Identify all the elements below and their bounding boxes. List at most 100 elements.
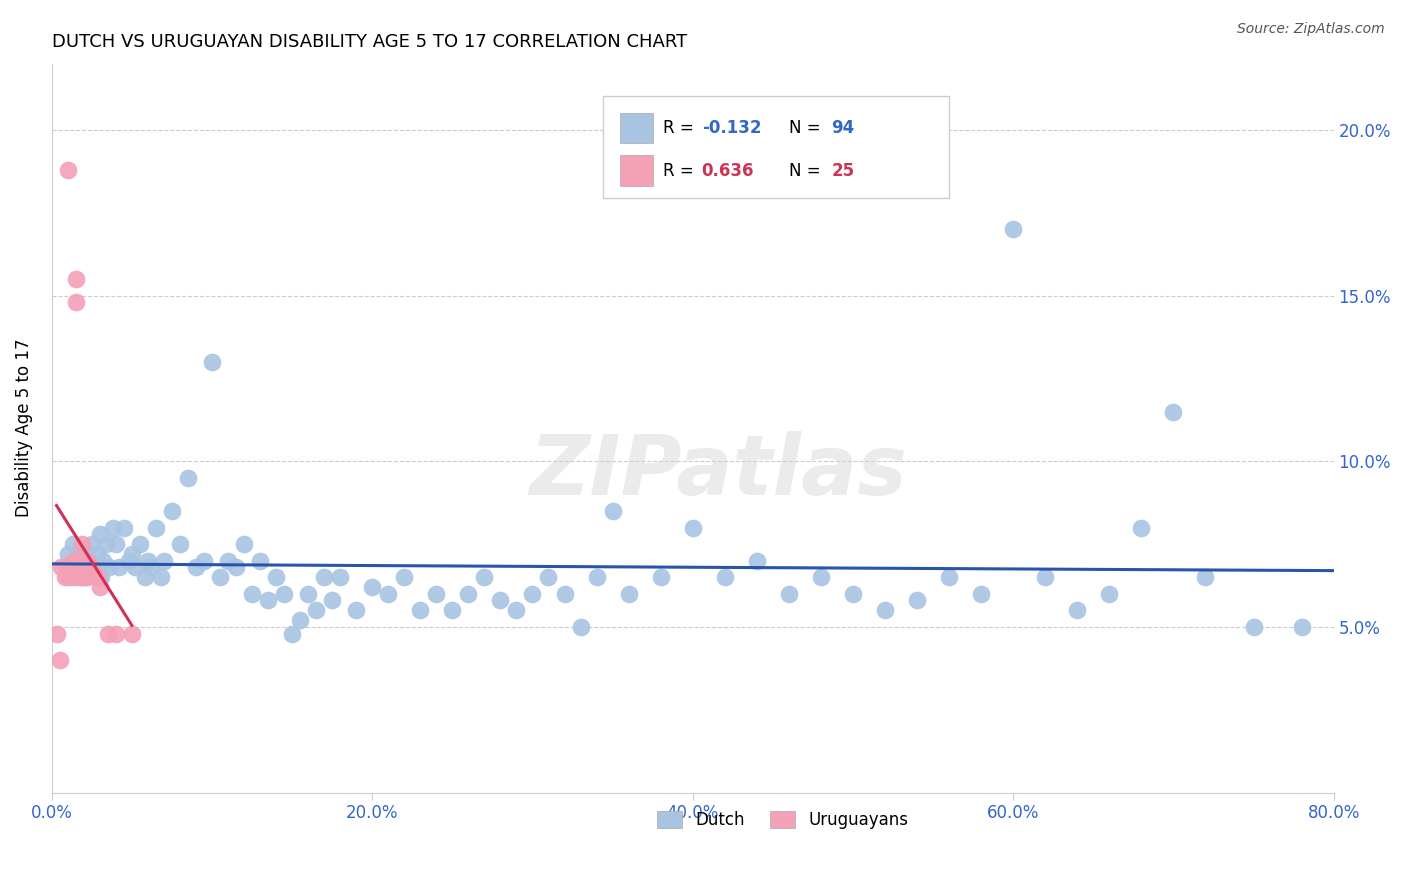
Point — [217, 554, 239, 568]
Point — [121, 626, 143, 640]
FancyBboxPatch shape — [620, 155, 652, 186]
Point — [82, 560, 104, 574]
Text: 25: 25 — [831, 161, 855, 179]
Point — [208, 570, 231, 584]
Point — [569, 620, 592, 634]
Point — [522, 587, 544, 601]
Point — [314, 570, 336, 584]
Point — [89, 580, 111, 594]
Point — [474, 570, 496, 584]
Point — [281, 626, 304, 640]
Point — [778, 587, 800, 601]
Point — [810, 570, 832, 584]
Point — [489, 593, 512, 607]
Point — [76, 554, 98, 568]
Point — [537, 570, 560, 584]
Point — [76, 570, 98, 584]
Point — [713, 570, 735, 584]
Point — [257, 593, 280, 607]
Point — [65, 295, 87, 310]
Point — [65, 272, 87, 286]
Point — [149, 570, 172, 584]
Point — [240, 587, 263, 601]
Point — [59, 560, 82, 574]
Point — [361, 580, 384, 594]
Text: Source: ZipAtlas.com: Source: ZipAtlas.com — [1237, 22, 1385, 37]
Point — [56, 547, 79, 561]
Point — [91, 554, 114, 568]
Point — [77, 554, 100, 568]
Point — [63, 570, 86, 584]
Point — [121, 547, 143, 561]
Point — [457, 587, 479, 601]
Point — [45, 626, 67, 640]
Point — [69, 570, 91, 584]
Point — [58, 570, 80, 584]
Point — [66, 560, 89, 574]
Point — [96, 537, 118, 551]
Point — [1033, 570, 1056, 584]
Point — [321, 593, 343, 607]
Point — [650, 570, 672, 584]
Point — [617, 587, 640, 601]
Point — [70, 554, 93, 568]
Point — [112, 520, 135, 534]
Point — [90, 570, 112, 584]
Point — [842, 587, 865, 601]
Point — [65, 554, 87, 568]
Text: -0.132: -0.132 — [702, 119, 761, 137]
Point — [905, 593, 928, 607]
Point — [86, 570, 108, 584]
Point — [225, 560, 247, 574]
Point — [73, 560, 96, 574]
Y-axis label: Disability Age 5 to 17: Disability Age 5 to 17 — [15, 339, 32, 517]
Point — [305, 603, 328, 617]
Point — [1291, 620, 1313, 634]
Point — [425, 587, 447, 601]
Point — [193, 554, 215, 568]
Point — [108, 560, 131, 574]
Point — [98, 560, 121, 574]
Point — [62, 554, 84, 568]
Point — [139, 560, 162, 574]
Point — [288, 613, 311, 627]
Point — [104, 537, 127, 551]
Point — [62, 537, 84, 551]
Text: 94: 94 — [831, 119, 855, 137]
Point — [56, 162, 79, 177]
Point — [1098, 587, 1121, 601]
Point — [51, 560, 73, 574]
Point — [184, 560, 207, 574]
FancyBboxPatch shape — [603, 96, 949, 198]
Point — [80, 537, 103, 551]
Point — [585, 570, 607, 584]
Point — [873, 603, 896, 617]
Point — [938, 570, 960, 584]
Text: N =: N = — [789, 119, 825, 137]
Point — [136, 554, 159, 568]
Point — [97, 626, 120, 640]
Point — [124, 560, 146, 574]
Point — [394, 570, 416, 584]
Point — [67, 547, 90, 561]
Point — [89, 527, 111, 541]
Point — [118, 554, 141, 568]
Point — [682, 520, 704, 534]
Point — [602, 504, 624, 518]
Point — [49, 653, 72, 667]
Point — [344, 603, 367, 617]
Point — [145, 520, 167, 534]
Point — [1002, 222, 1025, 236]
Point — [80, 560, 103, 574]
Point — [59, 560, 82, 574]
Point — [1163, 404, 1185, 418]
Text: N =: N = — [789, 161, 825, 179]
Point — [86, 547, 108, 561]
Point — [553, 587, 575, 601]
Point — [441, 603, 464, 617]
Point — [104, 626, 127, 640]
Point — [505, 603, 527, 617]
Point — [233, 537, 256, 551]
Point — [53, 570, 76, 584]
Text: DUTCH VS URUGUAYAN DISABILITY AGE 5 TO 17 CORRELATION CHART: DUTCH VS URUGUAYAN DISABILITY AGE 5 TO 1… — [52, 33, 688, 51]
